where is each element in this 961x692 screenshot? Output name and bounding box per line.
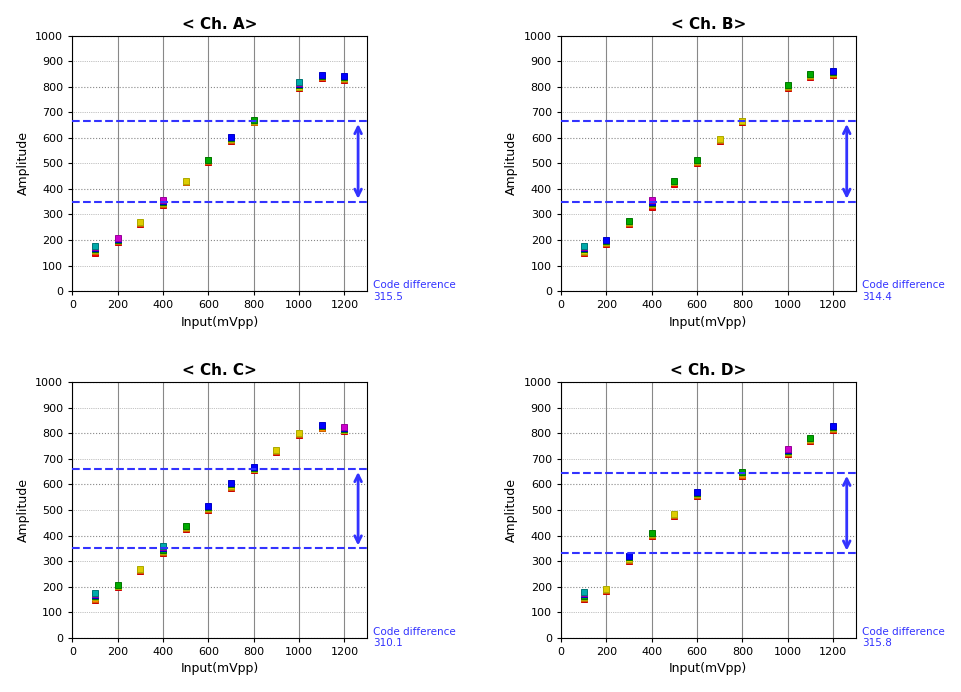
Y-axis label: Amplitude: Amplitude bbox=[505, 478, 518, 542]
Title: < Ch. B>: < Ch. B> bbox=[670, 17, 745, 32]
Text: Code difference
315.5: Code difference 315.5 bbox=[373, 280, 456, 302]
X-axis label: Input(mVpp): Input(mVpp) bbox=[181, 316, 259, 329]
X-axis label: Input(mVpp): Input(mVpp) bbox=[669, 662, 747, 675]
Text: Code difference
315.8: Code difference 315.8 bbox=[861, 627, 944, 648]
Title: < Ch. C>: < Ch. C> bbox=[183, 363, 257, 379]
Text: Code difference
314.4: Code difference 314.4 bbox=[861, 280, 944, 302]
Title: < Ch. A>: < Ch. A> bbox=[182, 17, 258, 32]
Text: Code difference
310.1: Code difference 310.1 bbox=[373, 627, 456, 648]
Y-axis label: Amplitude: Amplitude bbox=[505, 131, 518, 195]
Title: < Ch. D>: < Ch. D> bbox=[670, 363, 746, 379]
Y-axis label: Amplitude: Amplitude bbox=[16, 131, 30, 195]
X-axis label: Input(mVpp): Input(mVpp) bbox=[181, 662, 259, 675]
X-axis label: Input(mVpp): Input(mVpp) bbox=[669, 316, 747, 329]
Y-axis label: Amplitude: Amplitude bbox=[16, 478, 30, 542]
